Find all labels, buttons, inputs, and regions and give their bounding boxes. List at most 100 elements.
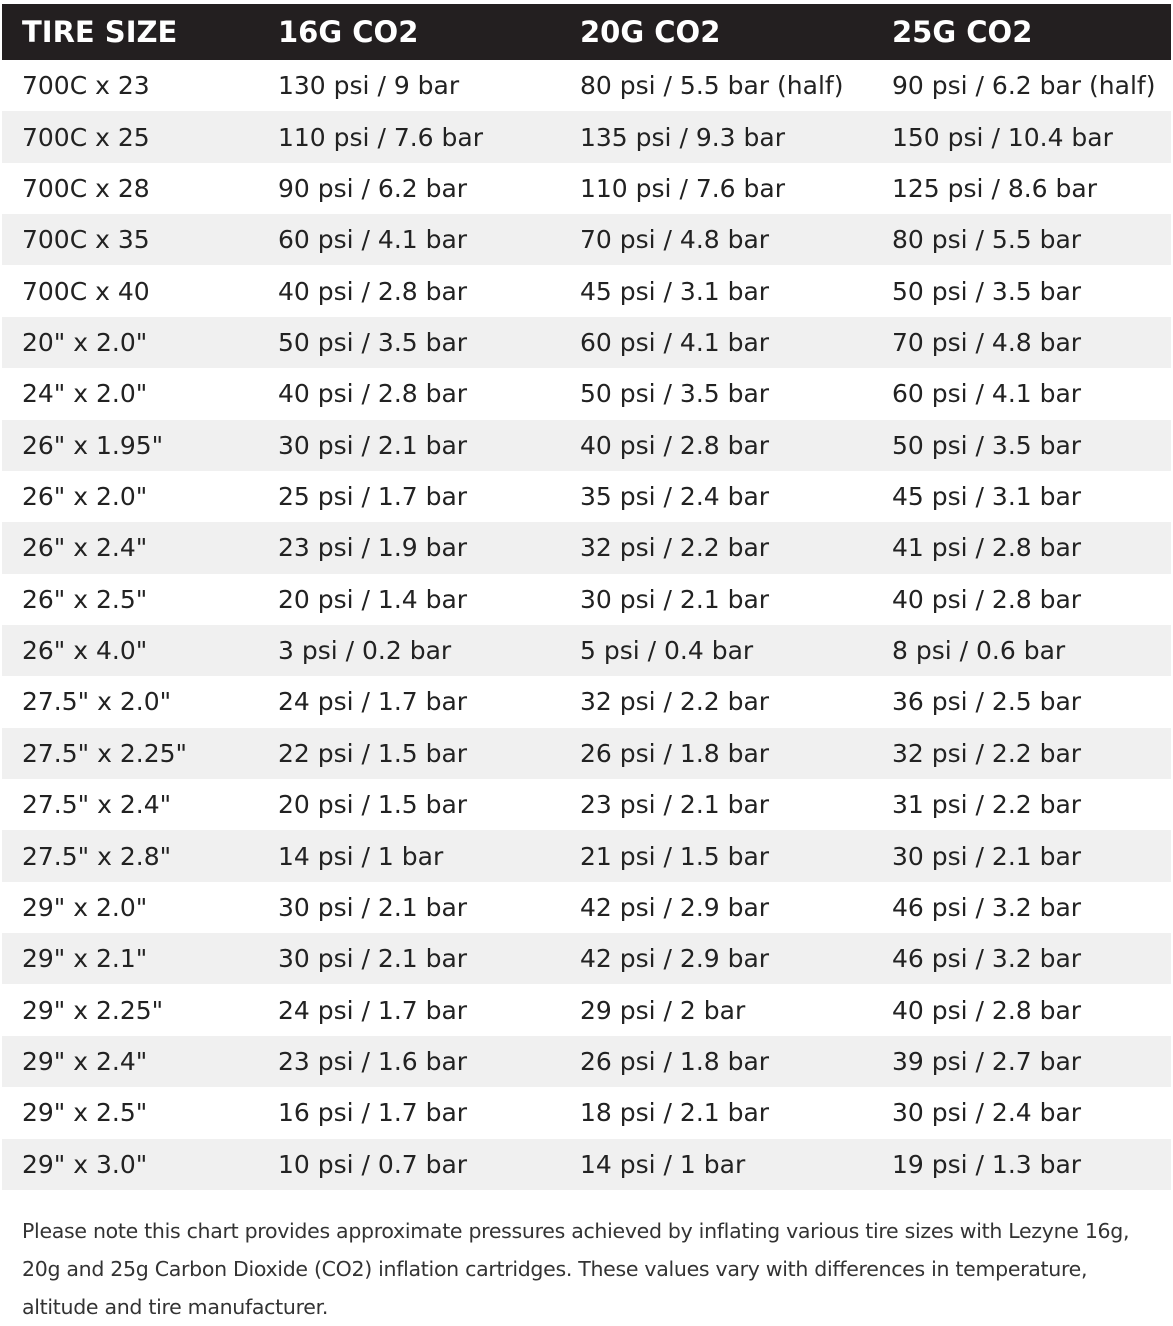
- header-cell: TIRE SIZE: [2, 4, 258, 60]
- table-cell: 23 psi / 1.6 bar: [258, 1035, 560, 1088]
- table-cell: 8 psi / 0.6 bar: [872, 624, 1171, 677]
- table-cell: 30 psi / 2.1 bar: [258, 933, 560, 985]
- table-cell: 40 psi / 2.8 bar: [278, 276, 468, 306]
- table-cell: 60 psi / 4.1 bar: [258, 214, 560, 266]
- table-row: 26" x 4.0" 3 psi / 0.2 bar 5 psi / 0.4 bar…: [2, 624, 1171, 677]
- table-cell: 26 psi / 1.8 bar: [560, 1035, 872, 1088]
- table-row: 27.5" x 2.25" 22 psi / 1.5 bar 26 psi / 1.…: [2, 727, 1171, 780]
- table-cell: 80 psi / 5.5 bar: [872, 214, 1171, 266]
- table-row: 29" x 3.0" 10 psi / 0.7 bar 14 psi / 1 bar…: [2, 1138, 1171, 1190]
- table-row: 700C x 40 40 psi / 2.8 bar 45 psi / 3.1 ba…: [2, 265, 1171, 316]
- table-cell: 22 psi / 1.5 bar: [258, 727, 560, 780]
- table-cell: 41 psi / 2.8 bar: [872, 522, 1171, 574]
- table-cell: 20" x 2.0": [2, 316, 258, 369]
- table-cell: 27.5" x 2.0": [22, 687, 172, 717]
- table-row: 27.5" x 2.0" 24 psi / 1.7 bar 32 psi / 2.2…: [2, 676, 1171, 727]
- table-row: 29" x 2.5" 16 psi / 1.7 bar 18 psi / 2.1 b…: [2, 1087, 1171, 1138]
- table-cell: 80 psi / 5.5 bar (half): [580, 71, 844, 101]
- table-cell: 32 psi / 2.2 bar: [560, 522, 872, 574]
- table-cell: 27.5" x 2.8": [2, 830, 258, 882]
- table-cell: 30 psi / 2.1 bar: [258, 419, 560, 471]
- header-row: TIRE SIZE 16G CO2 20G CO2 25G CO2: [2, 4, 1171, 60]
- table-cell: 70 psi / 4.8 bar: [872, 316, 1171, 369]
- table-cell: 45 psi / 3.1 bar: [892, 482, 1082, 512]
- table-cell: 36 psi / 2.5 bar: [892, 687, 1082, 717]
- table-row: 29" x 2.4" 23 psi / 1.6 bar 26 psi / 1.8 b…: [2, 1035, 1171, 1088]
- table-cell: 16 psi / 1.7 bar: [278, 1098, 468, 1128]
- pressure-table: TIRE SIZE 16G CO2 20G CO2 25G CO2 700C x 23…: [2, 4, 1171, 1190]
- table-row: 700C x 28 90 psi / 6.2 bar 110 psi / 7.6 b…: [2, 163, 1171, 214]
- table-cell: 21 psi / 1.5 bar: [560, 830, 872, 882]
- table-cell: 110 psi / 7.6 bar: [258, 111, 560, 163]
- table-row: 29" x 2.1" 30 psi / 2.1 bar 42 psi / 2.9 b…: [2, 933, 1171, 985]
- table-cell: 700C x 25: [2, 111, 258, 163]
- table-cell: 29" x 2.1": [2, 933, 258, 985]
- table-row: 29" x 2.0" 30 psi / 2.1 bar 42 psi / 2.9 b…: [2, 882, 1171, 933]
- table-row: 26" x 2.0" 25 psi / 1.7 bar 35 psi / 2.4 b…: [2, 471, 1171, 522]
- table-cell: 29" x 2.5": [22, 1098, 148, 1128]
- table-cell: 30 psi / 2.4 bar: [892, 1098, 1082, 1128]
- table-cell: 10 psi / 0.7 bar: [258, 1138, 560, 1190]
- table-row: 700C x 35 60 psi / 4.1 bar 70 psi / 4.8 ba…: [2, 214, 1171, 266]
- table-cell: 700C x 40: [22, 276, 150, 306]
- table-cell: 110 psi / 7.6 bar: [580, 173, 785, 203]
- table-cell: 35 psi / 2.4 bar: [580, 482, 770, 512]
- table-cell: 3 psi / 0.2 bar: [258, 624, 560, 677]
- table-body: 700C x 23 130 psi / 9 bar 80 psi / 5.5 bar…: [2, 60, 1171, 1190]
- table-cell: 29" x 2.4": [2, 1035, 258, 1088]
- table-cell: 23 psi / 2.1 bar: [580, 790, 770, 820]
- table-cell: 70 psi / 4.8 bar: [560, 214, 872, 266]
- table-cell: 50 psi / 3.5 bar: [872, 419, 1171, 471]
- table-cell: 45 psi / 3.1 bar: [580, 276, 770, 306]
- table-cell: 31 psi / 2.2 bar: [892, 790, 1082, 820]
- table-cell: 29" x 2.25": [22, 995, 164, 1025]
- table-cell: 130 psi / 9 bar: [278, 71, 460, 101]
- table-cell: 24 psi / 1.7 bar: [278, 687, 468, 717]
- table-cell: 46 psi / 3.2 bar: [892, 892, 1082, 922]
- table-cell: 20 psi / 1.5 bar: [278, 790, 468, 820]
- table-cell: 42 psi / 2.9 bar: [580, 892, 770, 922]
- table-cell: 19 psi / 1.3 bar: [872, 1138, 1171, 1190]
- table-cell: 24" x 2.0": [22, 379, 148, 409]
- table-cell: 30 psi / 2.1 bar: [872, 830, 1171, 882]
- table-cell: 135 psi / 9.3 bar: [560, 111, 872, 163]
- table-cell: 50 psi / 3.5 bar: [258, 316, 560, 369]
- table-cell: 60 psi / 4.1 bar: [892, 379, 1082, 409]
- table-cell: 39 psi / 2.7 bar: [872, 1035, 1171, 1088]
- table-cell: 40 psi / 2.8 bar: [278, 379, 468, 409]
- table-cell: 700C x 28: [22, 173, 150, 203]
- table-row: 20" x 2.0" 50 psi / 3.5 bar 60 psi / 4.1 b…: [2, 316, 1171, 369]
- table-cell: 26" x 2.4": [2, 522, 258, 574]
- table-cell: 29 psi / 2 bar: [580, 995, 746, 1025]
- table-cell: 20 psi / 1.4 bar: [278, 584, 468, 614]
- table-cell: 26" x 1.95": [2, 419, 258, 471]
- table-cell: 90 psi / 6.2 bar: [278, 173, 468, 203]
- table-cell: 18 psi / 2.1 bar: [580, 1098, 770, 1128]
- table-cell: 32 psi / 2.2 bar: [872, 727, 1171, 780]
- note: Please note this chart provides approxim…: [22, 1219, 1130, 1319]
- table-cell: 700C x 23: [22, 71, 150, 101]
- table-cell: 26" x 2.5": [22, 584, 148, 614]
- table-cell: 90 psi / 6.2 bar (half): [892, 71, 1156, 101]
- table-cell: 150 psi / 10.4 bar: [872, 111, 1171, 163]
- table-cell: 40 psi / 2.8 bar: [560, 419, 872, 471]
- table-row: 26" x 2.5" 20 psi / 1.4 bar 30 psi / 2.1 b…: [2, 574, 1171, 625]
- table-row: 700C x 23 130 psi / 9 bar 80 psi / 5.5 bar…: [2, 60, 1171, 111]
- table-cell: 29" x 3.0": [2, 1138, 258, 1190]
- table-row: 29" x 2.25" 24 psi / 1.7 bar 29 psi / 2 ba…: [2, 984, 1171, 1035]
- table-cell: 23 psi / 1.9 bar: [258, 522, 560, 574]
- table-cell: 26 psi / 1.8 bar: [560, 727, 872, 780]
- table-cell: 46 psi / 3.2 bar: [872, 933, 1171, 985]
- table-row: 26" x 2.4" 23 psi / 1.9 bar 32 psi / 2.2 b…: [2, 522, 1171, 574]
- table-cell: 26" x 4.0": [2, 624, 258, 677]
- header-cell: 16G CO2: [258, 4, 560, 60]
- table-row: 27.5" x 2.4" 20 psi / 1.5 bar 23 psi / 2.1…: [2, 779, 1171, 830]
- table-row: 26" x 1.95" 30 psi / 2.1 bar 40 psi / 2.8 …: [2, 419, 1171, 471]
- table-row: 27.5" x 2.8" 14 psi / 1 bar 21 psi / 1.5 b…: [2, 830, 1171, 882]
- table-cell: 30 psi / 2.1 bar: [580, 584, 770, 614]
- table-cell: 32 psi / 2.2 bar: [580, 687, 770, 717]
- table-row: 24" x 2.0" 40 psi / 2.8 bar 50 psi / 3.5 b…: [2, 368, 1171, 419]
- table-row: 700C x 25 110 psi / 7.6 bar 135 psi / 9.3 …: [2, 111, 1171, 163]
- table-cell: 700C x 35: [2, 214, 258, 266]
